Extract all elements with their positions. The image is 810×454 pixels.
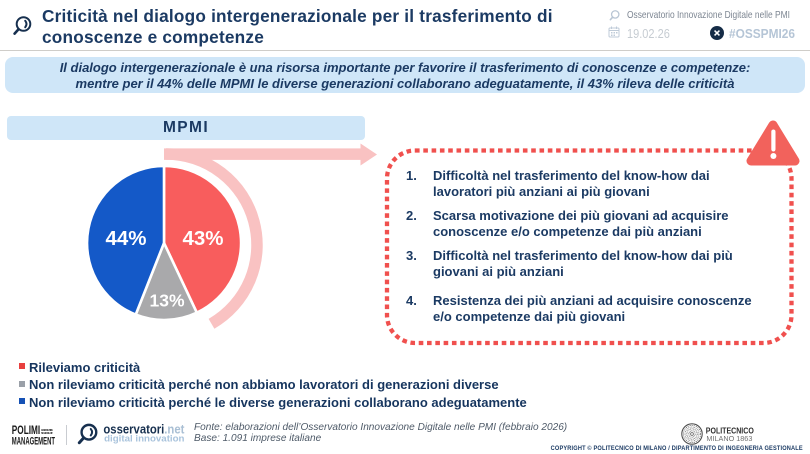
- svg-text:44%: 44%: [105, 227, 146, 250]
- svg-text:POLIMI: POLIMI: [12, 425, 40, 437]
- svg-text:GRADUATE: GRADUATE: [41, 428, 53, 432]
- svg-text:POLITECNICO: POLITECNICO: [706, 427, 754, 436]
- svg-text:osservatori.net: osservatori.net: [103, 422, 185, 436]
- svg-text:SCHOOL OF: SCHOOL OF: [41, 431, 53, 435]
- svg-text:43%: 43%: [182, 227, 223, 250]
- svg-text:MANAGEMENT: MANAGEMENT: [12, 436, 55, 448]
- svg-text:13%: 13%: [149, 291, 184, 311]
- svg-text:MILANO 1863: MILANO 1863: [706, 434, 752, 443]
- svg-text:digital innovation: digital innovation: [104, 434, 185, 445]
